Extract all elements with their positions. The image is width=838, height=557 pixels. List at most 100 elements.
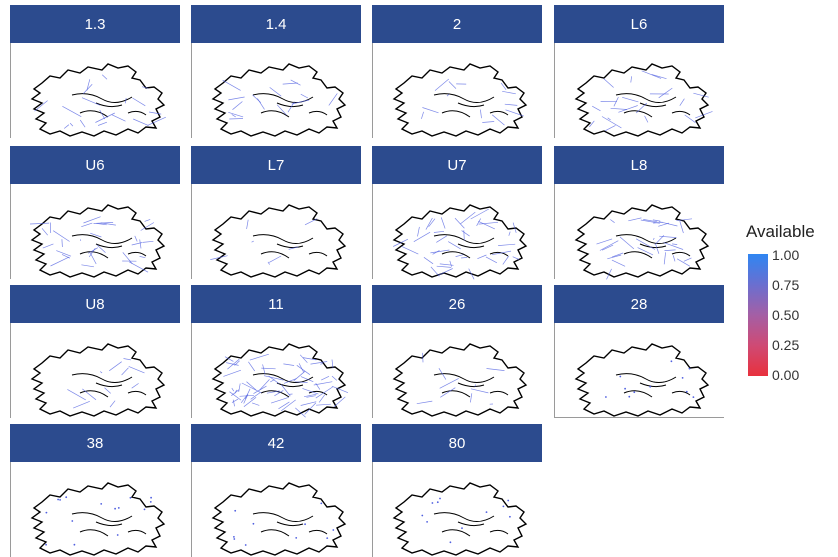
route-line [70,123,73,126]
facet-panel: U7 [372,146,542,279]
stop-point [150,501,152,503]
route-line [672,244,677,245]
facet-axis-line [10,184,11,279]
route-line [642,71,661,79]
route-line [631,76,632,82]
route-line [125,98,126,103]
facet-axis-line [191,43,192,138]
facet-panel: L6 [554,5,724,138]
facet-strip-label: 2 [372,5,542,43]
route-line [62,239,63,247]
stop-point [59,499,61,501]
route-line [271,397,288,403]
county-boundary [434,513,508,536]
stop-point [605,396,607,398]
legend-tick-label: 0.25 [772,337,799,353]
stop-point [332,529,334,531]
stop-point [320,503,322,505]
facet-map [10,43,180,138]
facet-strip-label: L6 [554,5,724,43]
route-line [98,122,107,125]
route-line [502,91,516,94]
route-line [684,258,692,261]
route-line [680,221,684,233]
facet-strip-label: U6 [10,146,180,184]
stop-point [689,368,691,370]
facet-axis-line [372,323,373,418]
county-boundary [253,235,327,258]
route-line [102,75,107,79]
route-line [665,250,676,251]
facet-map [372,323,542,418]
route-line [251,393,260,400]
route-line [283,83,298,84]
stop-point [233,536,235,538]
country-outline [213,483,345,555]
route-line [462,231,470,237]
route-line [109,362,122,371]
stop-point [71,520,73,522]
route-line [291,80,301,85]
facet-axis-line [372,462,373,557]
route-line [51,257,70,266]
facet-axis-line [554,323,555,418]
facet-strip-label: 38 [10,424,180,462]
stop-point [46,512,48,514]
route-line [589,121,594,127]
route-line [673,255,675,261]
route-line [124,359,131,360]
facet-map [10,184,180,279]
route-line [693,93,708,97]
facet-strip-label: U8 [10,285,180,323]
country-outline [32,344,164,416]
route-line [449,82,456,89]
facet-panel: L7 [191,146,361,279]
route-line [456,255,464,257]
route-line [441,217,445,228]
stop-point [432,502,434,504]
route-line [513,257,519,260]
route-line [478,221,495,229]
route-line [414,232,430,242]
county-boundary [72,235,146,258]
route-line [664,252,665,264]
legend-title: Available [746,222,815,242]
route-line [311,362,328,365]
route-line [133,119,148,126]
route-line [421,112,423,119]
stop-point [150,497,152,499]
route-line [30,223,49,224]
route-line [90,253,96,264]
facet-panel: L8 [554,146,724,279]
route-line [506,110,524,116]
route-line [431,267,439,276]
country-outline [576,64,708,136]
route-line [450,261,452,267]
route-line [232,399,238,403]
route-line [447,94,449,96]
stop-point [503,506,505,508]
country-outline [394,483,526,555]
stop-point [671,360,673,362]
stop-point [114,508,116,510]
stop-point [693,396,695,398]
county-boundary [253,94,327,117]
route-line [422,108,438,113]
facet-map [191,462,361,557]
route-line [455,218,464,228]
facet-map [10,323,180,418]
stop-point [682,377,684,379]
facet-strip-label: 11 [191,285,361,323]
route-line [685,115,696,123]
route-line [297,365,310,374]
facet-strip-label: 1.4 [191,5,361,43]
color-legend: Available 1.00 0.75 0.50 0.25 0.00 [746,222,838,392]
stop-point [619,376,621,378]
route-line [480,110,481,119]
route-line [300,355,307,363]
route-line [605,125,615,130]
facet-strip-label: 1.3 [10,5,180,43]
route-line [228,112,243,117]
route-line [664,243,683,250]
route-line [62,106,81,116]
